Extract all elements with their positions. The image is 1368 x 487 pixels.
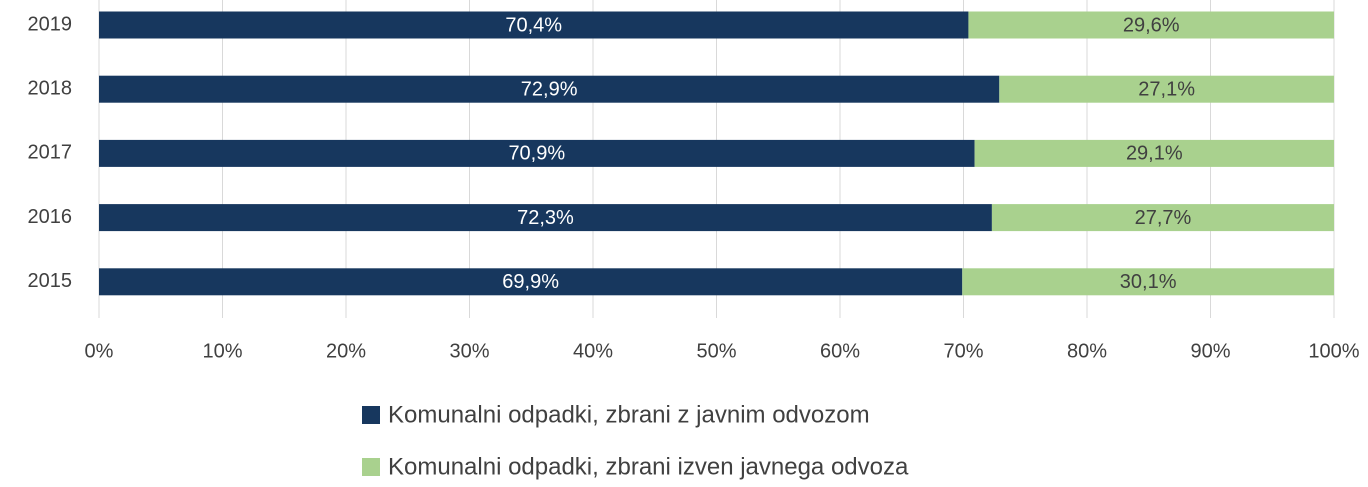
legend-label: Komunalni odpadki, zbrani izven javnega … bbox=[388, 453, 909, 480]
value-label: 70,4% bbox=[505, 14, 562, 36]
y-tick-label: 2017 bbox=[28, 142, 73, 164]
bar-segment bbox=[974, 139, 1334, 167]
legend-swatch bbox=[362, 458, 380, 476]
x-tick-label: 10% bbox=[202, 340, 242, 362]
value-label: 29,6% bbox=[1123, 14, 1180, 36]
bar-segment bbox=[99, 11, 969, 39]
value-label: 72,3% bbox=[517, 207, 574, 229]
bar-segment bbox=[962, 268, 1334, 296]
bar-segment bbox=[99, 139, 975, 167]
x-tick-label: 90% bbox=[1190, 340, 1230, 362]
value-label: 70,9% bbox=[508, 143, 565, 165]
bar-segment bbox=[999, 75, 1334, 103]
x-tick-label: 50% bbox=[696, 340, 736, 362]
y-tick-label: 2019 bbox=[28, 13, 73, 35]
y-tick-label: 2016 bbox=[28, 206, 73, 228]
x-tick-label: 30% bbox=[449, 340, 489, 362]
x-tick-label: 40% bbox=[573, 340, 613, 362]
x-tick-label: 100% bbox=[1308, 340, 1359, 362]
x-tick-label: 0% bbox=[85, 340, 114, 362]
bar-segment bbox=[99, 204, 992, 232]
y-tick-label: 2015 bbox=[28, 270, 73, 292]
bar-segment bbox=[99, 268, 963, 296]
legend-swatch bbox=[362, 406, 380, 424]
value-label: 27,7% bbox=[1135, 207, 1192, 229]
value-label: 72,9% bbox=[521, 78, 578, 100]
bar-segment bbox=[99, 75, 1000, 103]
x-tick-label: 20% bbox=[326, 340, 366, 362]
y-tick-label: 2018 bbox=[28, 77, 73, 99]
x-tick-label: 70% bbox=[943, 340, 983, 362]
value-label: 29,1% bbox=[1126, 143, 1183, 165]
legend-label: Komunalni odpadki, zbrani z javnim odvoz… bbox=[388, 401, 870, 428]
x-tick-label: 80% bbox=[1067, 340, 1107, 362]
value-label: 27,1% bbox=[1138, 78, 1195, 100]
bar-segment bbox=[991, 204, 1334, 232]
value-label: 30,1% bbox=[1120, 271, 1177, 293]
value-label: 69,9% bbox=[502, 271, 559, 293]
bar-segment bbox=[968, 11, 1334, 39]
x-tick-label: 60% bbox=[820, 340, 860, 362]
